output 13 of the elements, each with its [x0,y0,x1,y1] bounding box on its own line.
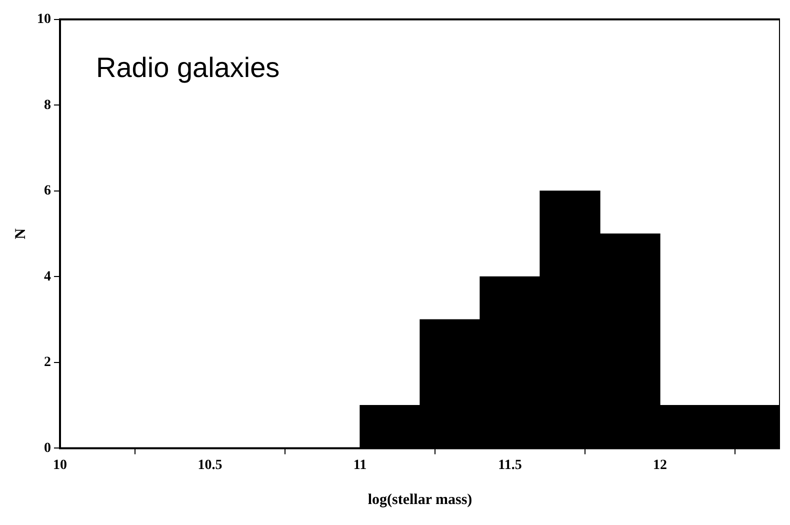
y-tick-label: 6 [44,184,51,199]
y-axis-title: N [12,228,29,240]
annotation: Radio galaxies [96,52,280,84]
y-tick-label: 0 [44,440,51,456]
x-tick-label: 11 [353,458,367,474]
y-tick-label: 10 [37,12,51,28]
x-tick-label: 11.5 [498,458,522,474]
y-tick-label: 2 [44,355,51,370]
y-tick-label: 4 [44,269,51,284]
y-tick-label: 8 [44,98,51,113]
x-axis-title: log(stellar mass) [368,492,472,508]
x-tick-label: 10.5 [198,458,222,474]
x-tick-label: 12 [653,458,667,474]
